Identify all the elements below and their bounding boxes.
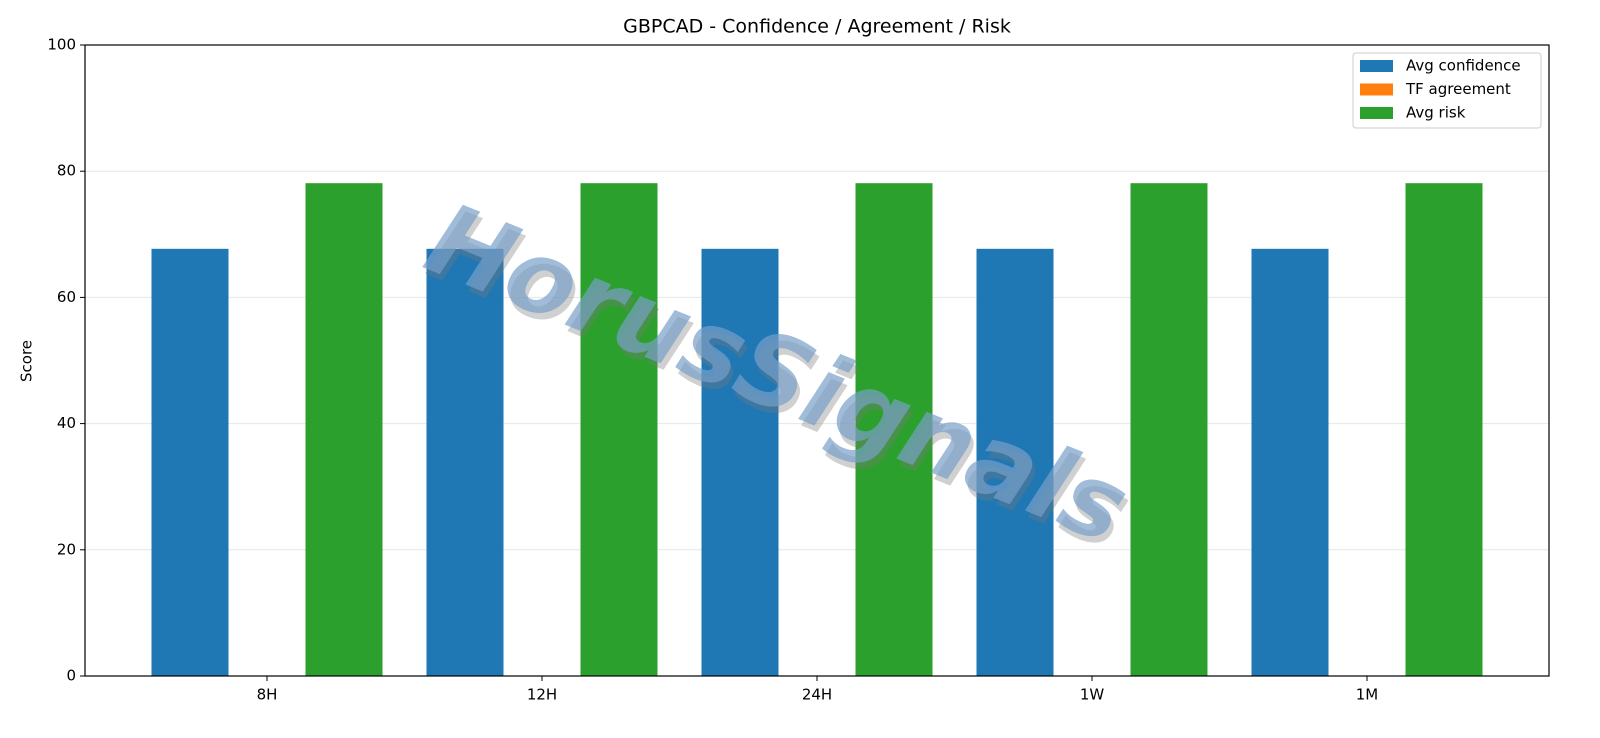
y-tick-label: 100 bbox=[47, 36, 76, 54]
y-tick-label: 20 bbox=[57, 540, 76, 558]
bar bbox=[1130, 183, 1208, 676]
bar bbox=[426, 248, 504, 677]
chart-title: GBPCAD - Confidence / Agreement / Risk bbox=[623, 16, 1011, 38]
bar bbox=[976, 248, 1054, 677]
bar bbox=[305, 183, 383, 676]
x-tick-label: 1M bbox=[1356, 686, 1379, 704]
y-axis-label: Score bbox=[18, 340, 36, 382]
legend-label: Avg confidence bbox=[1406, 57, 1521, 75]
x-tick-label: 1W bbox=[1080, 686, 1105, 704]
x-tick-label: 24H bbox=[802, 686, 832, 704]
legend-label: TF agreement bbox=[1405, 80, 1511, 98]
y-tick-label: 40 bbox=[57, 414, 76, 432]
x-tick-label: 8H bbox=[257, 686, 278, 704]
y-tick-label: 60 bbox=[57, 288, 76, 306]
legend-swatch bbox=[1360, 83, 1393, 96]
legend-box bbox=[1352, 52, 1542, 129]
legend-swatch bbox=[1360, 107, 1393, 119]
bar bbox=[580, 183, 658, 676]
bar bbox=[855, 183, 933, 676]
y-tick-label: 0 bbox=[66, 667, 76, 685]
legend-swatch bbox=[1360, 60, 1393, 72]
bar bbox=[151, 248, 229, 677]
legend-label: Avg risk bbox=[1406, 104, 1466, 122]
bar bbox=[701, 248, 779, 677]
y-tick-label: 80 bbox=[57, 162, 76, 180]
bar bbox=[1251, 248, 1329, 677]
bar bbox=[1405, 183, 1483, 676]
x-tick-label: 12H bbox=[527, 686, 557, 704]
plot-frame bbox=[84, 44, 1550, 677]
